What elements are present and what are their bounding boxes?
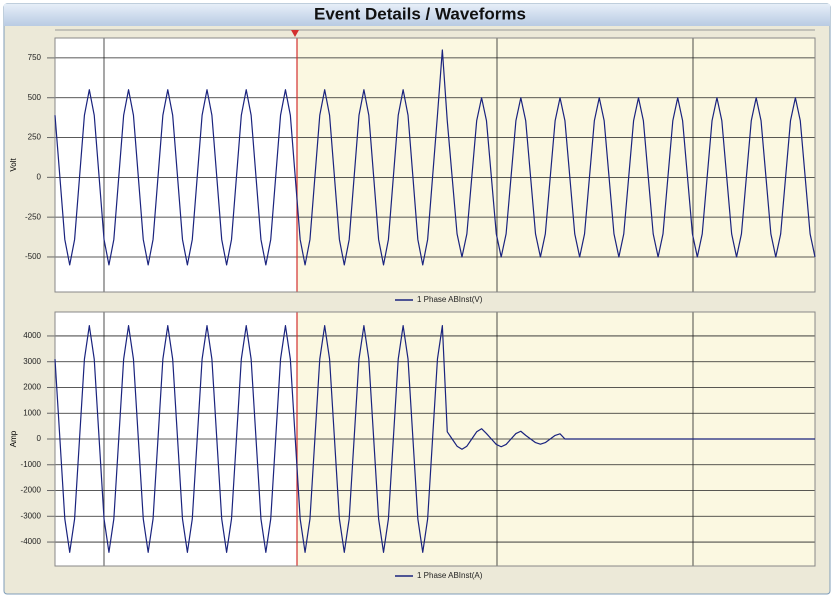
plot-bg-pre bbox=[55, 38, 297, 292]
legend-label: 1 Phase ABInst(A) bbox=[417, 571, 483, 580]
y-tick-label: 250 bbox=[28, 133, 42, 142]
waveform bbox=[54, 325, 815, 553]
plot-border bbox=[54, 37, 816, 293]
y-tick-label: 4000 bbox=[23, 331, 41, 340]
y-tick-label: 500 bbox=[28, 93, 42, 102]
plot-bg-post bbox=[297, 38, 815, 292]
y-tick-label: 1000 bbox=[23, 408, 41, 417]
y-tick-label: -500 bbox=[25, 252, 42, 261]
y-axis-label: Volt bbox=[9, 158, 18, 172]
y-tick-label: -4000 bbox=[21, 537, 42, 546]
y-tick-label: -2000 bbox=[21, 486, 42, 495]
y-tick-label: -1000 bbox=[21, 460, 42, 469]
title-bar bbox=[4, 4, 830, 26]
y-axis-label: Amp bbox=[9, 430, 18, 447]
y-tick-label: 750 bbox=[28, 53, 42, 62]
cursor-marker[interactable] bbox=[291, 30, 299, 37]
y-tick-label: -250 bbox=[25, 212, 42, 221]
y-tick-label: 2000 bbox=[23, 383, 41, 392]
y-tick-label: 3000 bbox=[23, 357, 41, 366]
window-title: Event Details / Waveforms bbox=[314, 4, 526, 23]
y-tick-label: 0 bbox=[37, 434, 42, 443]
y-tick-label: 0 bbox=[37, 172, 42, 181]
y-tick-label: -3000 bbox=[21, 511, 42, 520]
legend-label: 1 Phase ABInst(V) bbox=[417, 295, 483, 304]
waveform bbox=[54, 49, 816, 266]
